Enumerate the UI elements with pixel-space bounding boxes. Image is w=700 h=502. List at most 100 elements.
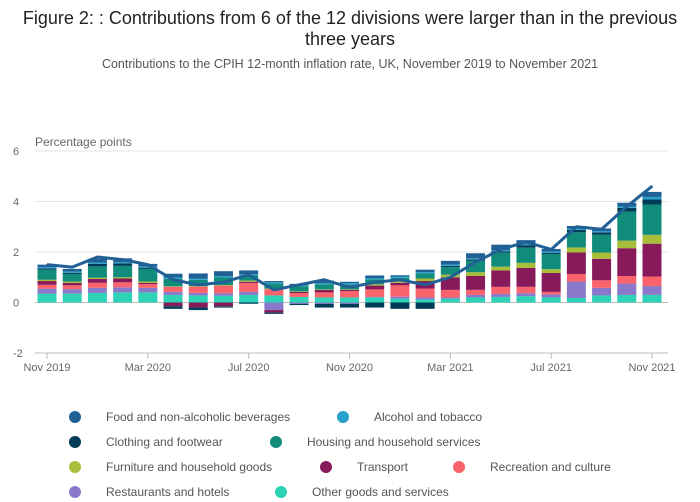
bar-segment [213, 285, 233, 294]
bar-segment [642, 234, 662, 244]
bar-segment [541, 272, 561, 292]
bar-segment [466, 289, 486, 295]
bar-segment [390, 276, 410, 278]
bar-segment [642, 196, 662, 200]
bar-segment [516, 286, 536, 294]
bar-segment [365, 297, 385, 303]
bar-segment [62, 271, 82, 273]
bar-segment [87, 292, 107, 303]
line-point [222, 281, 225, 284]
bar-segment [592, 232, 612, 235]
bar-segment [188, 278, 208, 280]
bar-segment [592, 295, 612, 303]
line-point [550, 248, 552, 251]
bar-segment [264, 310, 284, 313]
bar-segment [642, 199, 662, 205]
bar-segment [87, 277, 107, 280]
bar-segment [566, 297, 586, 303]
bar-segment [87, 282, 107, 288]
bar-segment [466, 294, 486, 298]
bar-segment [37, 267, 57, 269]
bar-segment [188, 295, 208, 303]
chart-subtitle: Contributions to the CPIH 12-month infla… [101, 57, 599, 71]
y-tick-label: 4 [13, 197, 19, 209]
bar-segment [390, 281, 410, 283]
x-tick-label: Nov 2021 [628, 362, 675, 374]
inflation-line [46, 185, 653, 292]
bar-segment [314, 303, 334, 308]
bar-segment [466, 259, 486, 261]
line-point [273, 289, 275, 291]
bar-segment [592, 234, 612, 253]
bar-segment [365, 289, 385, 297]
bar-segment [87, 266, 107, 278]
bar-segment [340, 283, 359, 285]
bar-segment [340, 289, 359, 290]
bar-segment [365, 296, 385, 298]
x-tick-label: Jul 2020 [228, 362, 270, 374]
bar-segment [466, 297, 486, 303]
bar-segment [516, 243, 536, 246]
bar-segment [113, 282, 133, 288]
line-point [424, 284, 426, 286]
bar-segment [239, 270, 259, 275]
bar-segment [213, 295, 233, 303]
bar-segment [415, 299, 435, 303]
bar-segment [415, 302, 435, 309]
bar-segment [289, 286, 309, 292]
bar-segment [642, 294, 662, 303]
bar-segment [113, 277, 133, 279]
bar-segment [113, 265, 133, 278]
bar-segment [415, 297, 435, 300]
bar-segment [566, 232, 586, 248]
bar-segment [314, 302, 334, 304]
bar-segment [592, 258, 612, 281]
line-point [46, 263, 48, 266]
line-point [499, 248, 502, 251]
bar-segment [617, 211, 637, 241]
bar-segment [289, 303, 309, 306]
bar-segment [188, 292, 208, 296]
bar-segment [365, 284, 385, 286]
bar-segment [340, 291, 359, 298]
bar-segment [37, 288, 57, 294]
line-point [525, 241, 527, 243]
bar-segment [138, 267, 158, 269]
bar-segment [592, 231, 612, 233]
bar-segment [365, 275, 385, 279]
bar-segment [62, 268, 82, 272]
line-point [399, 278, 401, 281]
line-point [348, 286, 351, 289]
bar-segment [138, 292, 158, 303]
bar-segment [592, 280, 612, 288]
x-tick-label: Jul 2021 [530, 362, 572, 374]
line-point [651, 185, 653, 188]
bar-segment [188, 286, 208, 293]
line-point [323, 278, 326, 281]
line-point [474, 261, 477, 263]
x-tick-label: Nov 2019 [23, 362, 70, 374]
bar-segment [491, 252, 511, 267]
bar-segment [213, 302, 233, 307]
bar-segment [264, 312, 284, 314]
line-point [625, 205, 628, 208]
chart-title: Figure 2: : Contributions from 6 of the … [22, 8, 678, 49]
bar-segment [188, 279, 208, 287]
bar-segment [138, 284, 158, 288]
x-tick-label: Mar 2021 [427, 362, 473, 374]
bar-segment [390, 298, 410, 303]
bar-segment [239, 291, 259, 295]
bar-segment [390, 285, 410, 297]
bar-segment [516, 247, 536, 263]
bar-segment [314, 297, 334, 303]
bar-segment [163, 286, 183, 287]
bar-segment [239, 302, 259, 304]
bar-segment [62, 281, 82, 283]
bar-segment [365, 285, 385, 290]
bar-segment [566, 247, 586, 253]
bar-segment [37, 284, 57, 289]
bar-segment [415, 272, 435, 274]
bar-segment [62, 285, 82, 290]
bar-segment [289, 296, 309, 303]
bar-segment [617, 248, 637, 276]
